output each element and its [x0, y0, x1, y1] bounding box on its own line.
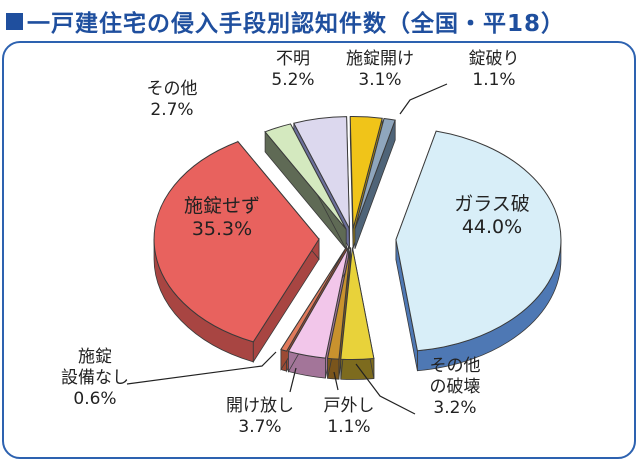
chart-title-row: 一戸建住宅の侵入手段別認知件数（全国・平18）	[6, 4, 565, 38]
slice-label: 戸外し 1.1%	[324, 396, 375, 437]
leader-line	[399, 83, 448, 115]
slice-錠破り	[354, 117, 396, 249]
slice-top	[287, 246, 349, 359]
slice-name: 施錠開け	[346, 49, 414, 69]
slice-name: 設備なし	[61, 368, 129, 388]
leader-line	[126, 351, 277, 385]
slice-label: 施錠せず 35.3%	[184, 195, 260, 240]
slice-value: 1.1%	[472, 70, 515, 90]
slice-label: その他 2.7%	[147, 79, 198, 120]
slice-value: 3.1%	[358, 70, 401, 90]
title-square-icon	[6, 12, 23, 30]
slice-name: 錠破り	[469, 49, 520, 69]
slice-name: その他	[430, 356, 481, 376]
slice-label: 不明 5.2%	[271, 49, 314, 90]
slice-top	[326, 247, 352, 360]
slice-top	[153, 141, 320, 343]
slice-label: ガラス破 44.0%	[454, 193, 530, 238]
slice-施錠せず	[153, 140, 320, 364]
slice-value: 5.2%	[271, 70, 314, 90]
slice-value: 1.1%	[327, 417, 370, 437]
slice-label: 錠破り 1.1%	[469, 49, 520, 90]
leader-line	[355, 363, 416, 415]
slice-name: 戸外し	[324, 396, 375, 416]
slice-top	[280, 246, 348, 352]
slice-label: その他の破壊 3.2%	[430, 356, 481, 418]
slice-name: の破壊	[430, 377, 481, 397]
slice-side	[340, 358, 375, 380]
slice-value: 35.3%	[192, 218, 252, 240]
slice-top	[395, 130, 562, 352]
slice-value: 3.7%	[238, 417, 281, 437]
slice-top	[340, 247, 375, 360]
slice-その他	[264, 123, 347, 251]
slice-name: 不明	[276, 49, 310, 69]
chart-title: 一戸建住宅の侵入手段別認知件数（全国・平18）	[27, 11, 566, 37]
slice-value: 2.7%	[150, 100, 193, 120]
slice-value: 44.0%	[462, 216, 522, 238]
slice-top	[354, 117, 396, 229]
slice-name: 施錠	[78, 347, 112, 367]
slice-name: ガラス破	[454, 193, 530, 215]
leader-lines	[126, 83, 448, 415]
slice-top	[349, 116, 383, 229]
slice-ガラス破	[395, 130, 562, 372]
slice-value: 3.2%	[433, 398, 476, 418]
slice-label: 施錠設備なし 0.6%	[61, 347, 129, 409]
slice-label: 施錠開け 3.1%	[346, 49, 414, 90]
slice-top	[293, 116, 350, 229]
leader-line	[289, 367, 297, 393]
slice-その他の破壊	[340, 247, 375, 380]
slice-top	[264, 123, 347, 230]
slice-value: 0.6%	[73, 389, 116, 409]
slice-label: 開け放し 3.7%	[226, 396, 294, 437]
slice-labels: 施錠開け 3.1%錠破り 1.1%ガラス破 44.0%その他の破壊 3.2%戸外し 1.1…	[61, 49, 530, 437]
leader-line	[333, 371, 339, 391]
slice-name: 施錠せず	[184, 195, 260, 217]
slice-name: 開け放し	[226, 396, 294, 416]
slice-name: その他	[147, 79, 198, 99]
